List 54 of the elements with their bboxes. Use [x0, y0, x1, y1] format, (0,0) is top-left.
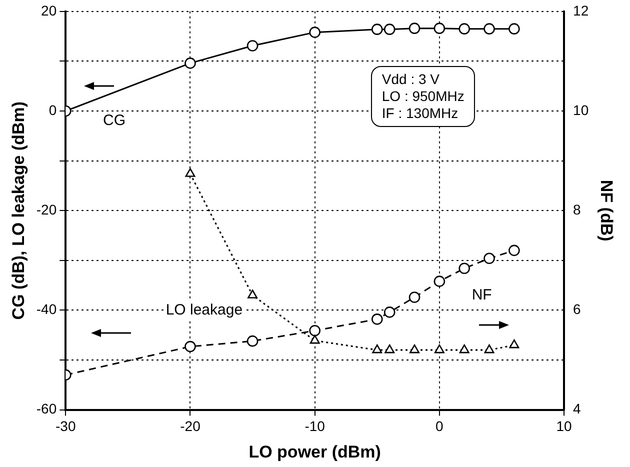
point: [508, 23, 520, 34]
point: [248, 290, 258, 298]
point: [384, 306, 396, 318]
point: [484, 252, 495, 264]
annotation: Vdd : 3 V: [382, 71, 440, 88]
point: [371, 314, 383, 325]
point: [309, 26, 320, 38]
point: [185, 168, 196, 177]
y-tick-label: -20: [36, 201, 57, 218]
x-tick-label: 10: [556, 418, 572, 434]
x-tick-label: -30: [56, 418, 76, 434]
point: [509, 339, 520, 348]
y2-tick-label: 4: [573, 400, 582, 417]
series-label: NF: [472, 286, 492, 304]
point: [310, 334, 320, 344]
y-tick-label: 20: [41, 2, 57, 18]
point: [246, 335, 258, 347]
annotation: LO : 950MHz: [382, 88, 464, 104]
point: [384, 344, 395, 354]
series-label: CG: [103, 112, 126, 130]
point: [309, 324, 320, 336]
y2-tick-label: 12: [573, 2, 589, 18]
point: [408, 22, 420, 34]
point: [410, 344, 420, 354]
y-axis-title: CG (dB), LO leakage (dBm): [8, 102, 28, 320]
point: [508, 244, 520, 256]
point: [458, 23, 470, 34]
point: [184, 340, 196, 352]
point: [434, 276, 446, 287]
point: [434, 344, 444, 354]
x-axis-title: LO power (dBm): [248, 442, 381, 462]
x-tick-label: 0: [436, 418, 444, 434]
y-tick-label: -40: [36, 301, 57, 318]
point: [372, 344, 382, 354]
point: [484, 23, 495, 34]
point: [246, 40, 258, 52]
y-tick-label: -60: [36, 400, 57, 417]
y2-tick-label: 8: [573, 201, 582, 218]
series-label: LO leakage: [166, 301, 243, 318]
y2-tick-label: 10: [573, 102, 589, 118]
x-tick-label: -10: [304, 418, 326, 434]
y-tick-label: 0: [48, 102, 57, 118]
point: [459, 344, 470, 354]
annotation: IF : 130MHz: [382, 105, 458, 122]
point: [384, 24, 396, 35]
point: [371, 24, 383, 35]
x-tick-label: -20: [180, 418, 201, 434]
point: [484, 344, 494, 354]
point: [184, 58, 196, 69]
point: [408, 292, 420, 303]
point: [434, 22, 446, 34]
y2-tick-label: 6: [573, 301, 582, 318]
point: [458, 262, 470, 274]
y2-axis-title: NF (dB): [597, 180, 616, 242]
